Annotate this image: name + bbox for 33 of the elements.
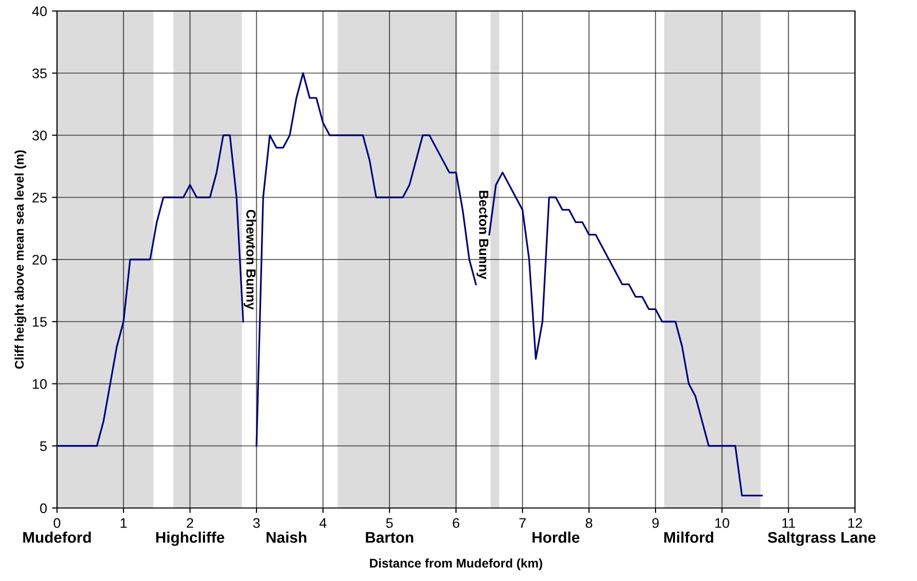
x-tick-label: 7 — [519, 518, 526, 528]
x-tick-label: 2 — [186, 518, 194, 528]
x-tick-label: 6 — [452, 518, 460, 528]
text: Naish — [266, 532, 306, 543]
y-tick-label: 10 — [32, 379, 47, 389]
y-tick-label: 15 — [32, 317, 47, 327]
x-tick-label: 10 — [715, 518, 730, 528]
x-tick-label: 5 — [386, 518, 393, 528]
y-tick-label: 20 — [32, 254, 47, 265]
text: Mudeford — [23, 532, 91, 543]
y-tick-label: 25 — [32, 192, 47, 203]
text: Milford — [664, 532, 714, 543]
annotation: Chewton Bunny — [244, 210, 256, 310]
x-tick-label: 9 — [652, 518, 659, 528]
text: Barton — [366, 532, 414, 543]
x-tick-label: 1 — [120, 518, 127, 528]
text: Saltgrass Lane — [768, 532, 876, 546]
y-tick-label: 40 — [32, 6, 47, 16]
x-axis-title: Distance from Mudeford (km) — [370, 558, 542, 570]
y-tick-label: 35 — [32, 68, 47, 78]
text: Highcliffe — [156, 532, 224, 546]
annotation: Becton Bunny — [476, 190, 488, 280]
x-tick-label: 8 — [586, 518, 592, 528]
y-axis-title: Cliff height above mean sea level (m) — [14, 150, 26, 369]
y-tick-label: 0 — [40, 503, 47, 514]
y-tick-label: 5 — [40, 441, 47, 452]
x-tick-label: 11 — [782, 518, 796, 528]
x-tick-label: 3 — [253, 518, 260, 528]
y-tick-label: 30 — [32, 130, 47, 140]
x-tick-label: 12 — [848, 518, 862, 528]
x-tick-label: 0 — [54, 518, 60, 528]
x-tick-label: 4 — [319, 518, 326, 528]
text: Hordle — [532, 532, 580, 543]
